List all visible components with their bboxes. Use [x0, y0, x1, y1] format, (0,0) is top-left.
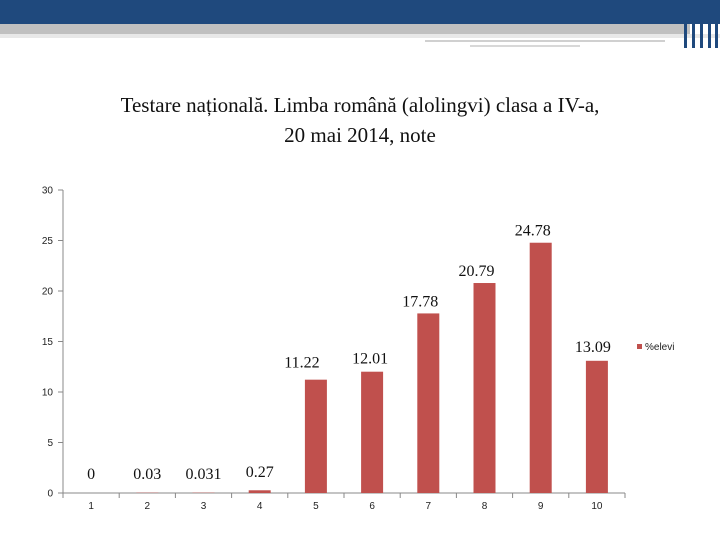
- decor-line-short: [470, 45, 580, 47]
- x-tick-label: 6: [369, 501, 375, 512]
- data-label: 24.78: [515, 223, 551, 240]
- data-label: 0.031: [186, 466, 222, 483]
- bar: [585, 360, 608, 493]
- slide-header-bar: [0, 0, 720, 24]
- slide-header-stripe: [0, 24, 690, 34]
- y-tick-label: 0: [47, 489, 53, 500]
- bar: [417, 313, 440, 493]
- chart-bars: [136, 242, 608, 493]
- slide-header-stripe-light: [0, 34, 720, 38]
- chart-data-labels: 0 0.03 0.031 0.27 11.22 12.01 17.78 20.79 24.78 1…: [87, 223, 611, 483]
- y-tick-label: 10: [42, 388, 54, 399]
- y-tick-label: 30: [42, 186, 54, 197]
- decor-line: [425, 40, 665, 42]
- bar: [473, 283, 496, 493]
- data-label: 0: [87, 466, 95, 483]
- data-label: 20.79: [459, 263, 495, 280]
- bar: [248, 490, 271, 493]
- data-label: 12.01: [352, 351, 388, 368]
- x-tick-label: 4: [257, 501, 263, 512]
- x-tick-label: 10: [591, 501, 603, 512]
- x-tick-label: 5: [313, 501, 319, 512]
- data-label: 13.09: [575, 339, 611, 356]
- x-tick-label: 8: [482, 501, 488, 512]
- x-tick-label: 9: [538, 501, 544, 512]
- chart-title: Testare națională. Limba română (aloling…: [20, 90, 700, 150]
- y-tick-label: 15: [42, 337, 54, 348]
- legend-swatch: [637, 344, 642, 349]
- bar: [304, 379, 327, 493]
- chart-title-line1: Testare națională. Limba română (aloling…: [120, 93, 600, 117]
- bar: [361, 371, 384, 493]
- chart-title-line2: 20 mai 2014, note: [284, 123, 436, 147]
- legend-label: %elevi: [645, 342, 674, 353]
- x-tick-label: 7: [426, 501, 432, 512]
- x-tick-label: 2: [145, 501, 151, 512]
- y-tick-label: 20: [42, 287, 54, 298]
- data-label: 11.22: [284, 355, 319, 372]
- y-tick-label: 5: [47, 438, 53, 449]
- x-tick-label: 1: [88, 501, 94, 512]
- x-tick-label: 3: [201, 501, 207, 512]
- chart-legend: %elevi: [637, 342, 674, 353]
- y-tick-label: 25: [42, 236, 54, 247]
- bar: [529, 242, 552, 493]
- data-label: 0.03: [133, 466, 161, 483]
- data-label: 17.78: [402, 293, 438, 310]
- decor-vertical-bars: [680, 0, 720, 48]
- data-label: 0.27: [246, 464, 274, 481]
